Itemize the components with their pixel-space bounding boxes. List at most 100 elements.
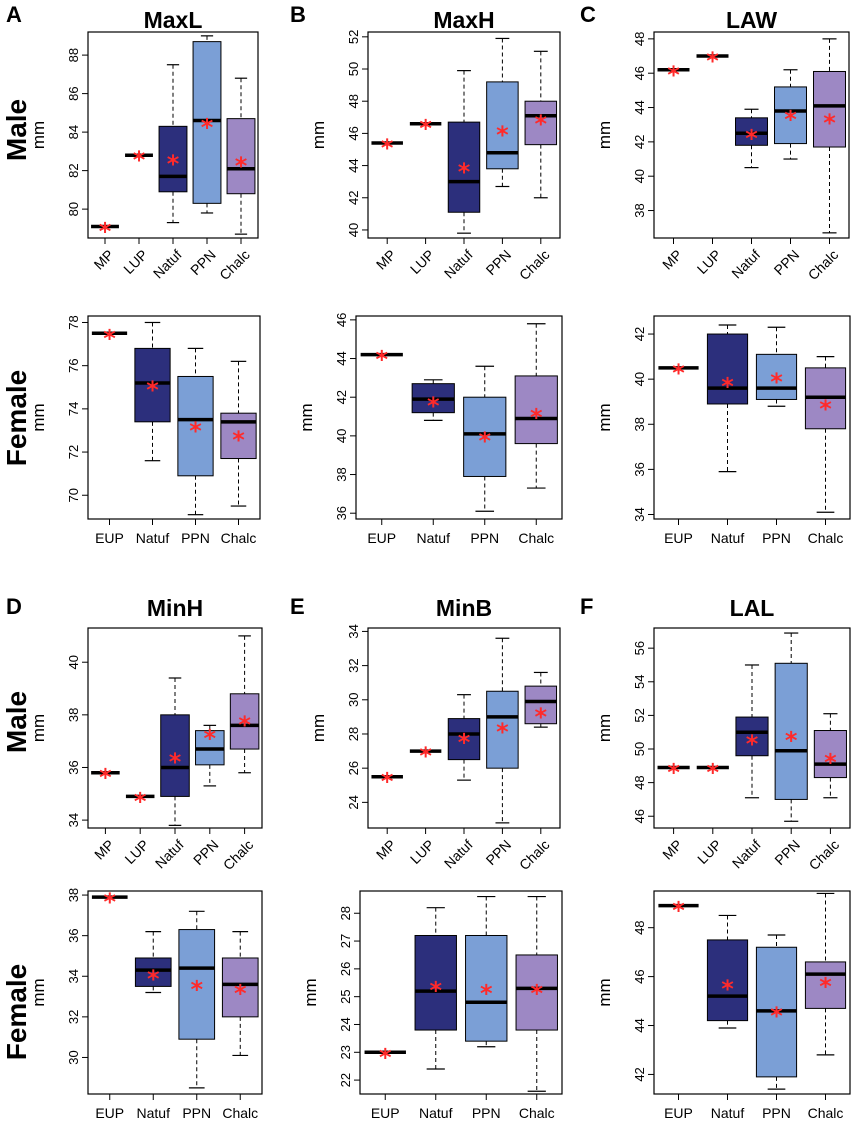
y-tick-label: 40 — [334, 429, 349, 443]
mean-marker-natuf: * — [169, 748, 182, 776]
y-tick-label: 25 — [338, 989, 353, 1003]
x-tick-label: LUP — [121, 836, 152, 867]
y-tick-label: 42 — [632, 327, 647, 341]
y-tick-label: 50 — [346, 62, 361, 76]
x-tick-label: EUP — [664, 1105, 693, 1121]
mean-marker-mp: * — [99, 217, 112, 245]
box-natuf — [706, 333, 749, 405]
chart-10: mm 22 23 24 25 26 27 28 EUP * Natuf * PPN * Chalc * — [301, 890, 563, 1121]
chart-title: MinB — [436, 595, 492, 621]
plot-frame — [355, 315, 563, 520]
x-tick-label: Natuf — [728, 246, 763, 281]
box-ppn — [465, 934, 508, 1042]
panel-letter-b: B — [290, 2, 306, 27]
y-tick-label: 36 — [334, 506, 349, 520]
mean-marker-natuf: * — [429, 977, 442, 1005]
chart-title: MaxL — [144, 7, 203, 33]
mean-marker-chalc: * — [530, 979, 543, 1007]
box-natuf — [134, 347, 171, 423]
mean-marker-natuf: * — [745, 124, 758, 152]
y-tick-label: 38 — [334, 467, 349, 481]
box-chalc — [813, 730, 847, 779]
y-tick-label: 48 — [346, 94, 361, 108]
x-tick-label: PPN — [762, 1105, 791, 1121]
x-tick-label: MP — [659, 246, 685, 272]
y-tick-label: 34 — [632, 507, 647, 521]
mean-marker-ppn: * — [496, 718, 509, 746]
y-tick-label: 46 — [346, 126, 361, 140]
x-tick-label: EUP — [367, 530, 396, 546]
x-tick-label: Chalc — [808, 1105, 844, 1121]
mean-marker-natuf: * — [146, 376, 159, 404]
x-tick-label: Natuf — [419, 1105, 453, 1121]
x-tick-label: Natuf — [417, 530, 451, 546]
chart-5: mm 34 36 38 40 42 EUP * Natuf * PPN * Chalc * — [595, 315, 851, 546]
mean-marker-ppn: * — [770, 368, 783, 396]
box-ppn — [178, 929, 216, 1040]
box-natuf — [447, 121, 481, 213]
mean-marker-eup: * — [672, 897, 685, 925]
chart-9: mm 30 32 34 36 38 EUP * Natuf * PPN * Chalc * — [29, 888, 263, 1121]
chart-title: MinH — [147, 595, 203, 621]
box-ppn — [463, 396, 507, 477]
y-tick-label: 38 — [66, 708, 81, 722]
mean-marker-chalc: * — [535, 110, 548, 138]
mean-marker-chalc: * — [819, 395, 832, 423]
y-tick-label: 38 — [632, 203, 647, 217]
panel-letter-f: F — [580, 594, 593, 619]
x-tick-label: PPN — [187, 246, 219, 278]
y-tick-label: 26 — [346, 761, 361, 775]
y-tick-label: 30 — [346, 693, 361, 707]
box-ppn — [192, 41, 222, 204]
mean-marker-ppn: * — [785, 727, 798, 755]
y-tick-label: 42 — [346, 191, 361, 205]
y-tick-label: 40 — [632, 372, 647, 386]
y-tick-label: 80 — [66, 202, 81, 216]
x-tick-label: LUP — [407, 246, 438, 277]
mean-marker-chalc: * — [535, 703, 548, 731]
mean-marker-mp: * — [667, 758, 680, 786]
x-tick-label: PPN — [472, 1105, 501, 1121]
mean-marker-natuf: * — [721, 975, 734, 1003]
box-chalc — [221, 957, 259, 1018]
y-tick-label: 36 — [66, 928, 81, 942]
mean-marker-ppn: * — [770, 1002, 783, 1030]
plot-frame — [87, 890, 263, 1095]
y-tick-label: 44 — [346, 158, 361, 172]
mean-marker-lup: * — [419, 115, 432, 143]
box-chalc — [515, 954, 558, 1031]
y-tick-label: 40 — [632, 169, 647, 183]
x-tick-label: MP — [373, 836, 399, 862]
x-tick-label: Chalc — [516, 836, 553, 873]
y-tick-label: 32 — [66, 1010, 81, 1024]
x-tick-label: Chalc — [216, 246, 253, 283]
mean-marker-ppn: * — [496, 121, 509, 149]
x-tick-label: Natuf — [136, 530, 170, 546]
mean-marker-natuf: * — [458, 728, 471, 756]
mean-marker-natuf: * — [458, 158, 471, 186]
x-tick-label: Chalc — [808, 530, 844, 546]
y-axis-label: mm — [29, 121, 48, 149]
mean-marker-chalc: * — [232, 426, 245, 454]
y-tick-label: 48 — [632, 32, 647, 46]
mean-marker-ppn: * — [190, 975, 203, 1003]
x-tick-label: Natuf — [441, 246, 476, 281]
x-tick-label: Chalc — [805, 246, 842, 283]
y-tick-label: 46 — [632, 969, 647, 983]
box-chalc — [514, 375, 558, 445]
y-tick-label: 52 — [346, 30, 361, 44]
chart-7: MinB mm 24 26 28 30 32 34 MP * LUP * Natuf * PPN * Chalc… — [309, 595, 561, 873]
x-tick-label: Chalc — [518, 530, 554, 546]
x-tick-label: Chalc — [806, 836, 843, 873]
y-tick-label: 46 — [632, 809, 647, 823]
y-axis-label: mm — [297, 403, 316, 431]
y-axis-label: mm — [595, 714, 614, 742]
chart-4: mm 36 38 40 42 44 46 EUP * Natuf * PPN * Chalc * — [297, 313, 563, 546]
x-tick-label: MP — [659, 836, 685, 862]
mean-marker-natuf: * — [721, 372, 734, 400]
x-tick-label: PPN — [181, 530, 210, 546]
mean-marker-mp: * — [667, 61, 680, 89]
x-tick-label: EUP — [95, 530, 124, 546]
chart-3: mm 70 72 74 76 78 EUP * Natuf * PPN * Chalc * — [29, 315, 261, 546]
